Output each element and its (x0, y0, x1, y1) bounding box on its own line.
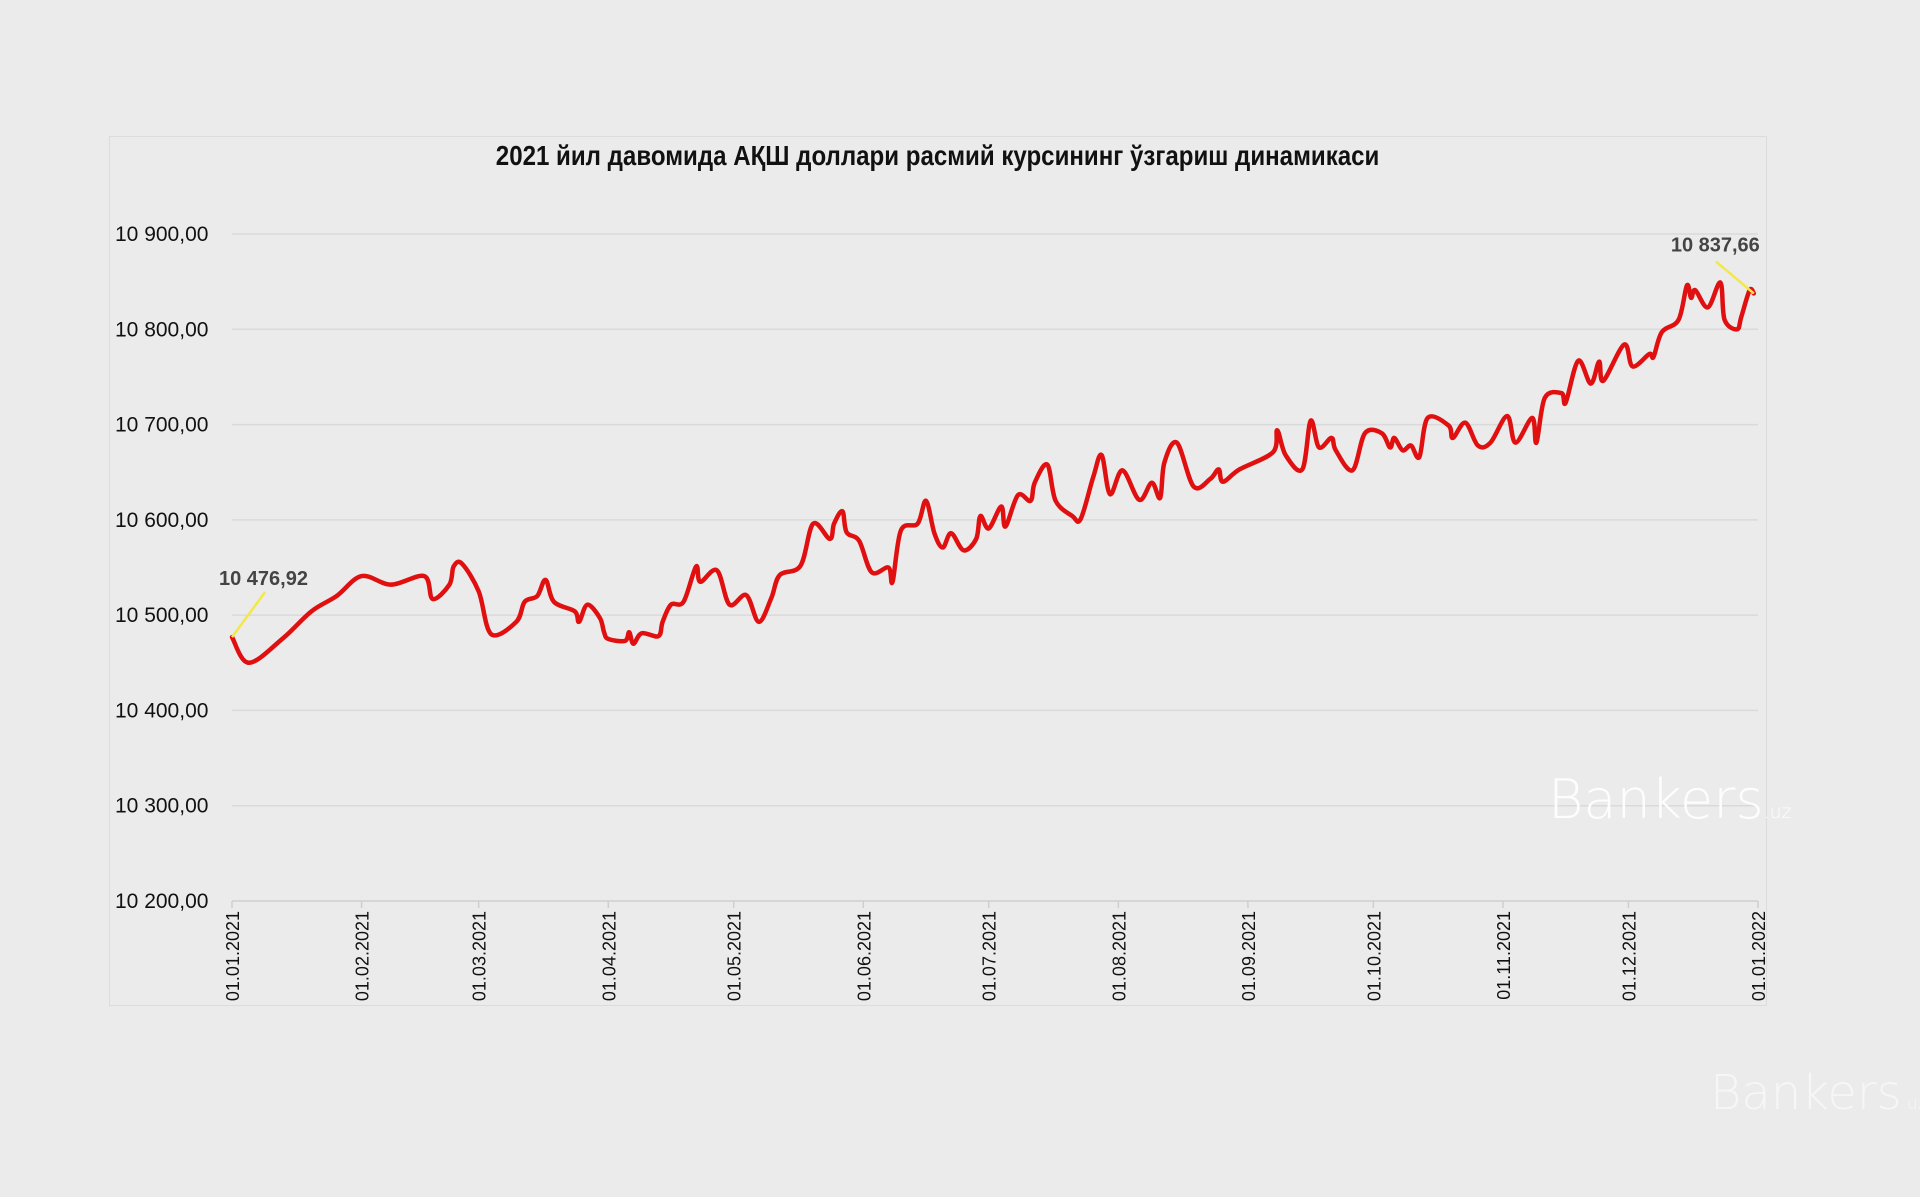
watermark-brand: Bankers (1548, 768, 1764, 831)
x-tick-label: 01.01.2022 (1749, 911, 1769, 1001)
y-tick-label: 10 900,00 (115, 223, 208, 246)
watermark-suffix: .uz (1901, 1093, 1920, 1113)
x-tick-label: 01.01.2021 (223, 911, 243, 1001)
chart-frame (109, 136, 1767, 1006)
watermark-suffix: .uz (1763, 801, 1792, 823)
annotation-leader (230, 591, 267, 638)
annotation-label-start: 10 476,92 (219, 568, 308, 590)
x-tick-label: 01.12.2021 (1619, 911, 1639, 1001)
y-tick-label: 10 400,00 (115, 699, 208, 722)
x-tick-label: 01.07.2021 (980, 911, 1000, 1001)
y-tick-label: 10 500,00 (115, 604, 208, 627)
y-tick-label: 10 200,00 (115, 890, 208, 913)
watermark-brand: Bankers (1710, 1065, 1902, 1121)
x-tick-label: 01.09.2021 (1239, 911, 1259, 1001)
y-tick-label: 10 300,00 (115, 795, 208, 818)
series-line (229, 280, 1757, 666)
annotation-label-end: 10 837,66 (1671, 234, 1760, 256)
x-tick-label: 01.08.2021 (1109, 911, 1129, 1001)
x-tick-label: 01.06.2021 (854, 911, 874, 1001)
annotation-leader (1715, 260, 1755, 295)
x-tick-label: 01.03.2021 (470, 911, 490, 1001)
y-tick-label: 10 600,00 (115, 509, 208, 532)
watermark-logo-corner: Bankers.uz (1710, 1065, 1920, 1121)
y-tick-label: 10 800,00 (115, 318, 208, 341)
y-tick-label: 10 700,00 (115, 414, 208, 437)
x-tick-label: 01.10.2021 (1364, 911, 1384, 1001)
chart-title: 2021 йил давомида АҚШ доллари расмий кур… (495, 140, 1380, 171)
x-tick-label: 01.04.2021 (599, 911, 619, 1001)
x-tick-label: 01.05.2021 (725, 911, 745, 1001)
x-tick-label: 01.11.2021 (1494, 911, 1514, 1000)
x-tick-label: 01.02.2021 (353, 911, 373, 1001)
watermark-logo: Bankers.uz (1548, 768, 1791, 831)
